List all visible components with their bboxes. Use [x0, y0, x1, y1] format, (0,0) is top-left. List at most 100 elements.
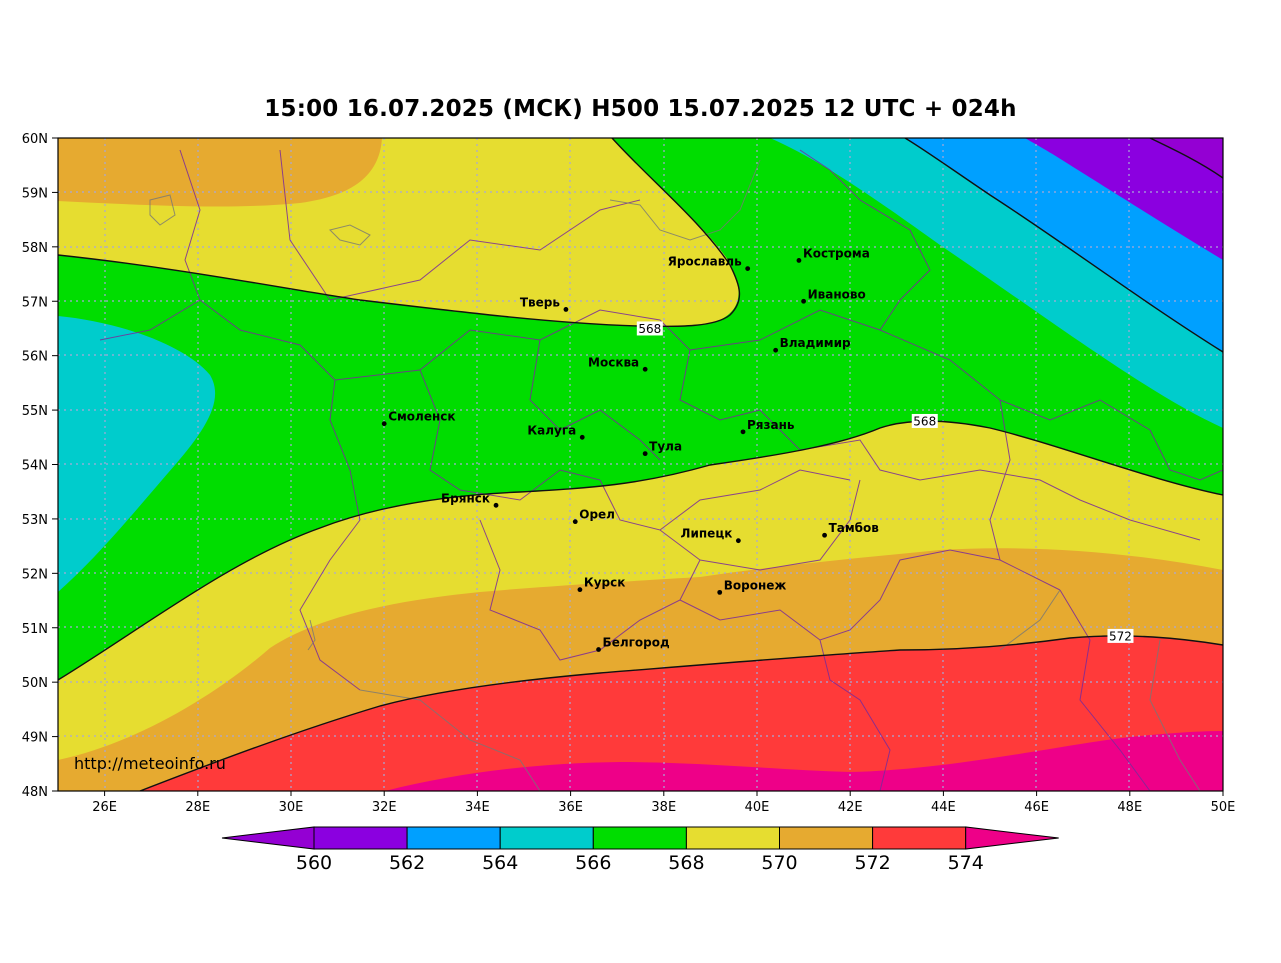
lat-label: 58N	[22, 241, 48, 256]
fill-572-574-south	[140, 635, 1223, 791]
city-label: Белгород	[603, 636, 670, 650]
lat-label: 55N	[22, 404, 48, 419]
colorbar-segment	[499, 826, 594, 850]
lat-label: 57N	[22, 295, 48, 310]
map-gridlines	[58, 138, 1223, 791]
isoline-label-bg	[911, 413, 938, 428]
lon-axis-labels: 26E 28E 30E 32E 34E 36E 38E 40E 42E 44E 46E 48E 50E	[92, 791, 1235, 815]
colorbar-label: 566	[575, 852, 611, 874]
lat-label: 56N	[22, 350, 48, 365]
isoline-label: 572	[1109, 629, 1132, 643]
region-borders	[99, 149, 1223, 791]
lat-label: 48N	[22, 785, 48, 800]
city-marker	[822, 532, 827, 538]
lon-label: 26E	[92, 800, 117, 815]
fill-570-572-nw	[58, 138, 382, 207]
colorbar-segment	[779, 826, 874, 850]
lon-label: 50E	[1211, 800, 1236, 815]
city-marker	[801, 298, 806, 304]
city-label: Владимир	[780, 336, 851, 350]
colorbar-label: 570	[761, 852, 797, 874]
city-label: Тверь	[520, 295, 561, 309]
city-marker	[577, 587, 583, 593]
city-label: Тамбов	[829, 521, 880, 535]
city-label: Тула	[649, 440, 682, 454]
isoline-label: 568	[913, 414, 936, 428]
colorbar-label: 568	[668, 852, 704, 874]
city-label: Смоленск	[388, 410, 455, 424]
city-marker	[717, 589, 723, 595]
city-marker	[563, 307, 569, 312]
watermark: http://meteoinfo.ru	[74, 754, 226, 773]
fill-560-562-ne	[1025, 138, 1223, 260]
colorbar-label: 562	[389, 852, 425, 874]
colorbar-extend-high	[965, 826, 1059, 850]
city-label: Калуга	[527, 423, 576, 437]
city-marker	[796, 258, 802, 263]
city-marker	[745, 266, 751, 271]
colorbar-label: 564	[482, 852, 518, 874]
isoline-label-bg	[1107, 628, 1134, 643]
isoline-568-south	[58, 420, 1223, 681]
lat-axis-labels: 60N 59N 58N 57N 56N 55N 54N 53N 52N 51N 50N 49N 48N	[22, 132, 58, 800]
city-marker	[735, 538, 741, 544]
city-marker	[642, 451, 648, 457]
colorbar-segment	[406, 826, 501, 850]
city-label: Брянск	[441, 491, 490, 505]
city-marker	[572, 519, 578, 525]
lon-label: 30E	[279, 800, 304, 815]
rivers	[149, 159, 1201, 791]
city-marker	[642, 366, 648, 372]
lon-label: 46E	[1024, 800, 1049, 815]
lon-label: 32E	[372, 800, 397, 815]
city-marker	[579, 434, 585, 440]
fill-564-566-west	[58, 316, 216, 592]
colorbar-segment	[685, 826, 781, 850]
city-marker	[493, 502, 499, 508]
colorbar-label: 560	[296, 852, 332, 874]
isoline-572	[139, 635, 1223, 791]
isoline-label-bg	[636, 321, 663, 336]
city-marker	[740, 429, 746, 435]
isoline-label-group: 568 568 572	[636, 321, 1134, 643]
lon-label: 28E	[185, 800, 210, 815]
contour-fills: 568 568 572 Ярославль Кострома Иваново Тверь В…	[58, 138, 1223, 791]
colorbar-extend-low	[221, 826, 315, 850]
lat-label: 52N	[22, 567, 48, 582]
colorbar-label: 572	[854, 852, 890, 874]
city-label: Воронеж	[724, 578, 787, 592]
fill-below-560-ne	[1150, 138, 1223, 178]
colorbar-label: 574	[948, 852, 984, 874]
colorbar-segment	[872, 826, 967, 850]
city-label: Курск	[584, 576, 625, 590]
lon-label: 42E	[838, 800, 863, 815]
isolines	[58, 138, 1223, 791]
city-marker	[381, 421, 387, 427]
lat-label: 59N	[22, 186, 48, 201]
lon-label: 34E	[465, 800, 490, 815]
colorbar-segment	[592, 826, 687, 850]
map-title: 15:00 16.07.2025 (МСК) H500 15.07.2025 1…	[264, 96, 1017, 122]
city-label: Москва	[588, 355, 639, 369]
lon-label: 40E	[745, 800, 770, 815]
city-label: Кострома	[803, 246, 870, 260]
colorbar-segment	[313, 826, 408, 850]
lon-label: 44E	[931, 800, 956, 815]
lon-label: 36E	[558, 800, 583, 815]
lon-label: 38E	[651, 800, 676, 815]
isoline-564	[904, 138, 1223, 353]
lat-label: 50N	[22, 676, 48, 691]
lat-label: 60N	[22, 132, 48, 147]
city-label: Рязань	[747, 418, 795, 432]
city-label: Липецк	[681, 527, 733, 541]
isoline-label: 568	[638, 322, 661, 336]
lon-label: 48E	[1117, 800, 1142, 815]
colorbar: 560 562 564 566 568 570 572 574	[221, 826, 1059, 874]
city-marker	[596, 647, 601, 652]
city-label: Иваново	[808, 287, 866, 301]
city-group: Ярославль Кострома Иваново Тверь Владимир Мос…	[381, 246, 880, 652]
city-label: Орел	[579, 508, 615, 522]
lat-label: 53N	[22, 513, 48, 528]
isoline-562	[1149, 138, 1223, 179]
